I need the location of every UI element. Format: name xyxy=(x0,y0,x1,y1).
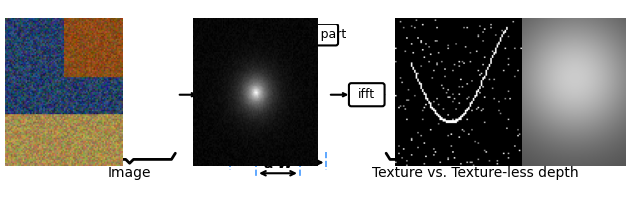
FancyBboxPatch shape xyxy=(198,83,230,106)
FancyBboxPatch shape xyxy=(349,83,385,106)
Text: fft: fft xyxy=(207,88,221,101)
Text: Texture vs. Texture-less depth: Texture vs. Texture-less depth xyxy=(372,166,579,180)
Text: ifft: ifft xyxy=(358,88,375,101)
FancyBboxPatch shape xyxy=(217,24,338,45)
Text: Set 0 to low freq. part: Set 0 to low freq. part xyxy=(209,28,346,41)
Text: Image: Image xyxy=(108,166,151,180)
Text: W: W xyxy=(270,146,285,160)
Bar xyxy=(248,56,308,127)
Text: α·W: α·W xyxy=(263,157,293,171)
